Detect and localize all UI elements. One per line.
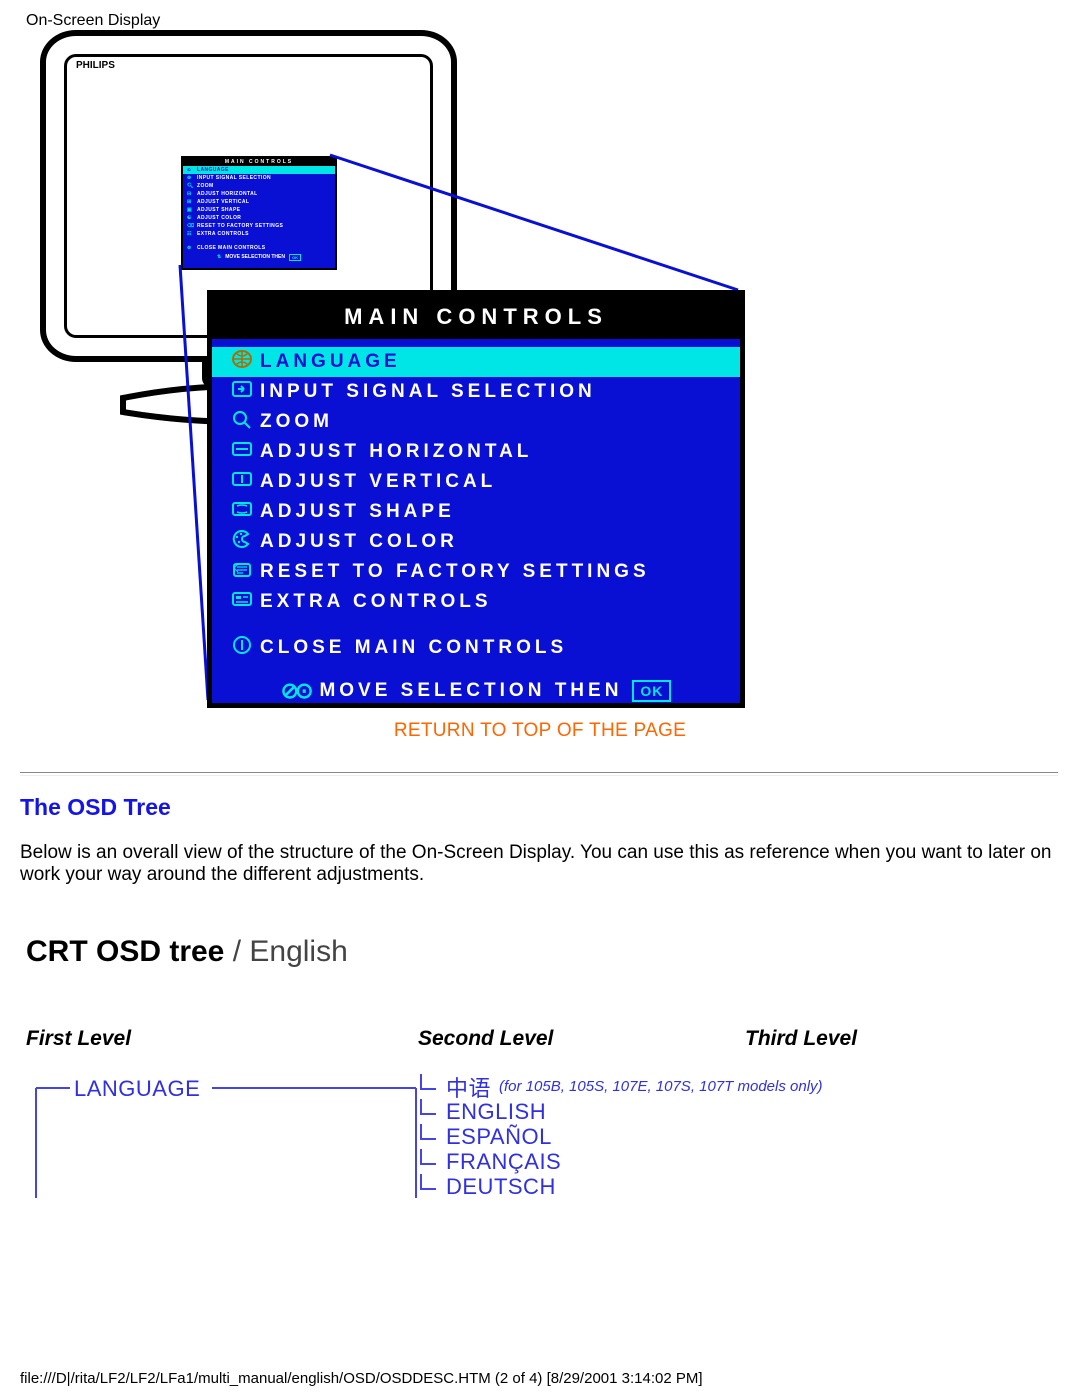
osd-item-reset[interactable]: RESET TO FACTORY SETTINGS — [212, 557, 740, 587]
horiz-icon — [224, 438, 260, 466]
tree-sub-item: 中语(for 105B, 105S, 107E, 107S, 107T mode… — [420, 1074, 823, 1099]
osd-item-label: EXTRA CONTROLS — [260, 591, 492, 613]
osd-item-color[interactable]: ADJUST COLOR — [212, 527, 740, 557]
osd-title: MAIN CONTROLS — [212, 295, 740, 339]
osd-tree: LANGUAGE 中语(for 105B, 105S, 107E, 107S, … — [26, 1068, 1060, 1198]
tree-title: CRT OSD tree / English — [26, 935, 348, 969]
input-icon — [224, 378, 260, 406]
osd-item-label: ADJUST HORIZONTAL — [260, 441, 532, 463]
return-link-wrap: RETURN TO TOP OF THE PAGE — [0, 720, 1080, 742]
osd-footer-text: MOVE SELECTION THEN — [319, 680, 622, 702]
tree-node-language: LANGUAGE — [74, 1076, 200, 1102]
level3-label: Third Level — [745, 1027, 857, 1051]
mini-osd-footer: ⇅MOVE SELECTION THENOK — [183, 252, 335, 262]
divider — [20, 772, 1058, 776]
osd-item-label: INPUT SIGNAL SELECTION — [260, 381, 596, 403]
vert-icon — [224, 468, 260, 496]
level1-label: First Level — [26, 1027, 131, 1051]
osd-item-label: LANGUAGE — [260, 351, 401, 373]
mini-osd-item: ⊟ADJUST HORIZONTAL — [183, 190, 335, 198]
osd-close[interactable]: CLOSE MAIN CONTROLS — [212, 633, 740, 663]
osd-item-label: ZOOM — [260, 411, 333, 433]
osd-item-extra[interactable]: EXTRA CONTROLS — [212, 587, 740, 617]
tree-sub-item: DEUTSCH — [420, 1174, 823, 1199]
ok-button-icon: OK — [632, 680, 671, 702]
osd-item-label: ADJUST VERTICAL — [260, 471, 496, 493]
mini-osd-item: ☯ADJUST COLOR — [183, 214, 335, 222]
osd-item-label: ADJUST SHAPE — [260, 501, 455, 523]
mini-osd-item: ▣ADJUST SHAPE — [183, 206, 335, 214]
extra-icon — [224, 588, 260, 616]
tree-sub-item: ENGLISH — [420, 1099, 823, 1124]
shape-icon — [224, 498, 260, 526]
tree-sub-item: ESPAÑOL — [420, 1124, 823, 1149]
osd-item-shape[interactable]: ADJUST SHAPE — [212, 497, 740, 527]
mini-osd-item: ⊞ADJUST VERTICAL — [183, 198, 335, 206]
tree-sub-item: FRANÇAIS — [420, 1149, 823, 1174]
page-header: On-Screen Display — [26, 12, 160, 30]
osd-item-globe[interactable]: LANGUAGE — [212, 347, 740, 377]
reset-icon — [224, 558, 260, 586]
osd-item-vert[interactable]: ADJUST VERTICAL — [212, 467, 740, 497]
osd-item-zoom[interactable]: ZOOM — [212, 407, 740, 437]
mini-osd-close: ⊗CLOSE MAIN CONTROLS — [183, 244, 335, 252]
mini-osd-item: 🔍︎ZOOM — [183, 182, 335, 190]
globe-icon — [224, 348, 260, 376]
zoom-icon — [224, 408, 260, 436]
monitor-brand: PHILIPS — [76, 60, 115, 71]
mini-osd-item: ☷EXTRA CONTROLS — [183, 230, 335, 238]
mini-osd-item: ⊕INPUT SIGNAL SELECTION — [183, 174, 335, 182]
osd-close-label: CLOSE MAIN CONTROLS — [260, 637, 567, 659]
osd-footer: ⊘⊙ MOVE SELECTION THEN OK — [212, 669, 740, 713]
osd-item-horiz[interactable]: ADJUST HORIZONTAL — [212, 437, 740, 467]
osd-item-label: ADJUST COLOR — [260, 531, 458, 553]
main-osd: MAIN CONTROLS LANGUAGE INPUT SIGNAL SELEC… — [207, 290, 745, 708]
level2-label: Second Level — [418, 1027, 553, 1051]
mini-osd-item: ⌫RESET TO FACTORY SETTINGS — [183, 222, 335, 230]
section-paragraph: Below is an overall view of the structur… — [20, 842, 1060, 887]
section-heading: The OSD Tree — [20, 794, 171, 821]
osd-item-label: RESET TO FACTORY SETTINGS — [260, 561, 650, 583]
file-footer: file:///D|/rita/LF2/LF2/LFa1/multi_manua… — [20, 1370, 703, 1387]
mini-osd-item: ගLANGUAGE — [183, 166, 335, 174]
osd-item-input[interactable]: INPUT SIGNAL SELECTION — [212, 377, 740, 407]
return-to-top-link[interactable]: RETURN TO TOP OF THE PAGE — [394, 720, 686, 741]
mini-osd: MAIN CONTROLS ගLANGUAGE⊕INPUT SIGNAL SEL… — [181, 156, 337, 270]
close-icon — [224, 634, 260, 662]
color-icon — [224, 528, 260, 556]
mini-osd-title: MAIN CONTROLS — [183, 158, 335, 166]
arrows-icon: ⊘⊙ — [281, 678, 310, 704]
